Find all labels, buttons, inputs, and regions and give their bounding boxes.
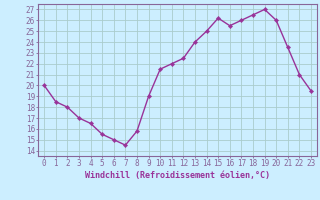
X-axis label: Windchill (Refroidissement éolien,°C): Windchill (Refroidissement éolien,°C) [85,171,270,180]
